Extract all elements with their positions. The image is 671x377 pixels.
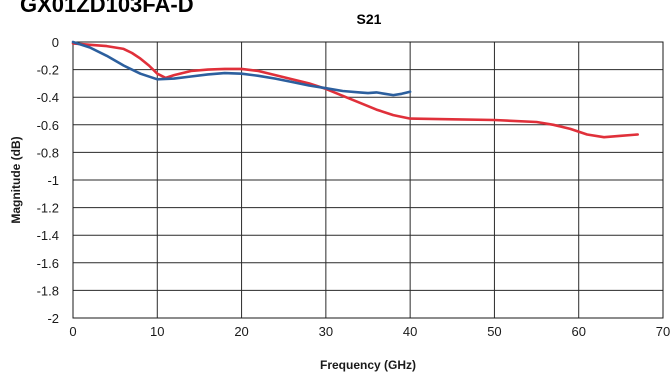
x-axis-label: Frequency (GHz) bbox=[320, 358, 416, 372]
y-tick-label: -1 bbox=[47, 173, 59, 188]
x-tick-label: 20 bbox=[234, 324, 248, 339]
x-tick-label: 0 bbox=[69, 324, 76, 339]
gridlines bbox=[72, 41, 664, 319]
x-tick-label: 30 bbox=[319, 324, 333, 339]
y-tick-label: -0.4 bbox=[37, 90, 59, 105]
y-tick-label: -1.8 bbox=[37, 283, 59, 298]
series-line-1 bbox=[71, 42, 639, 139]
x-tick-label: 10 bbox=[150, 324, 164, 339]
x-tick-label: 60 bbox=[571, 324, 585, 339]
x-tick-label: 50 bbox=[487, 324, 501, 339]
series-lines bbox=[71, 40, 639, 139]
page-heading: GX01ZD103FA-D bbox=[20, 0, 194, 17]
y-tick-label: 0 bbox=[52, 35, 59, 50]
y-tick-label: -1.6 bbox=[37, 256, 59, 271]
y-tick-label: -0.6 bbox=[37, 118, 59, 133]
plot-frame bbox=[72, 41, 664, 319]
x-tick-label: 70 bbox=[656, 324, 670, 339]
y-tick-label: -1.4 bbox=[37, 228, 59, 243]
y-tick-label: -0.2 bbox=[37, 63, 59, 78]
y-axis-label: Magnitude (dB) bbox=[9, 136, 23, 223]
x-tick-label: 40 bbox=[403, 324, 417, 339]
y-tick-label: -0.8 bbox=[37, 145, 59, 160]
y-tick-label: -2 bbox=[47, 311, 59, 326]
chart-title: S21 bbox=[357, 11, 382, 27]
series-line-2 bbox=[71, 40, 412, 97]
y-tick-label: -1.2 bbox=[37, 201, 59, 216]
tick-labels: 0 10 20 30 40 50 60 70 0 -0.2 -0.4 -0.6 -0.8 -1 -1.2 -1… bbox=[37, 35, 671, 339]
